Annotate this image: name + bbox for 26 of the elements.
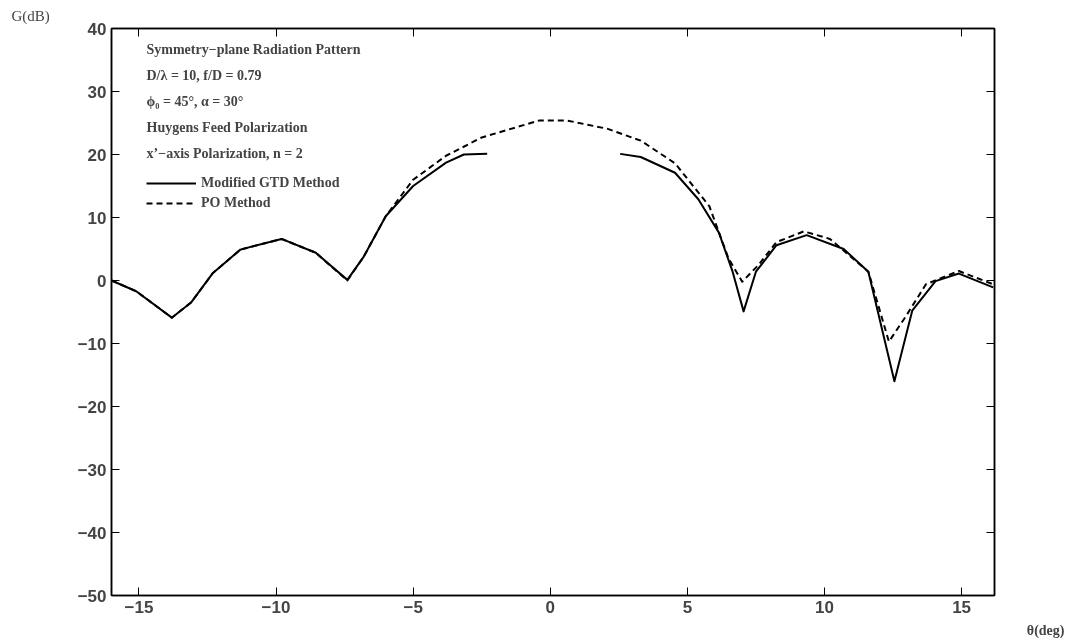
x-tick-label: −5 — [403, 597, 423, 617]
y-tick-label: −10 — [77, 334, 107, 354]
annotation: D/λ = 10, f/D = 0.79 — [146, 67, 262, 83]
x-tick-label: −15 — [124, 597, 154, 617]
x-tick-label: −10 — [261, 597, 291, 617]
y-tick-label: 0 — [97, 271, 107, 291]
x-axis-title: θ(deg) — [1026, 622, 1065, 639]
x-tick-label: 5 — [682, 597, 693, 617]
y-tick-label: −20 — [77, 397, 107, 417]
y-tick-label: 30 — [87, 82, 107, 102]
y-tick-label: −50 — [77, 586, 107, 606]
y-tick-label: 10 — [87, 208, 107, 228]
y-axis-title: G(dB) — [11, 7, 50, 25]
annotation: x’−axis Polarization, n = 2 — [146, 145, 303, 161]
annotation: Huygens Feed Polarization — [146, 119, 308, 135]
y-tick-label: −30 — [77, 460, 107, 480]
y-tick-label: 40 — [87, 19, 107, 39]
x-tick-label: 0 — [545, 597, 555, 617]
legend-label: PO Method — [201, 194, 271, 212]
legend-label: Modified GTD Method — [201, 174, 340, 192]
annotation: Symmetry−plane Radiation Pattern — [146, 41, 361, 57]
y-tick-label: 20 — [87, 145, 107, 165]
x-tick-label: 10 — [815, 597, 834, 617]
annotation: ϕ₀ = 45°, α = 30° — [146, 93, 244, 109]
y-tick-label: −40 — [77, 523, 107, 543]
x-tick-label: 15 — [952, 597, 972, 617]
